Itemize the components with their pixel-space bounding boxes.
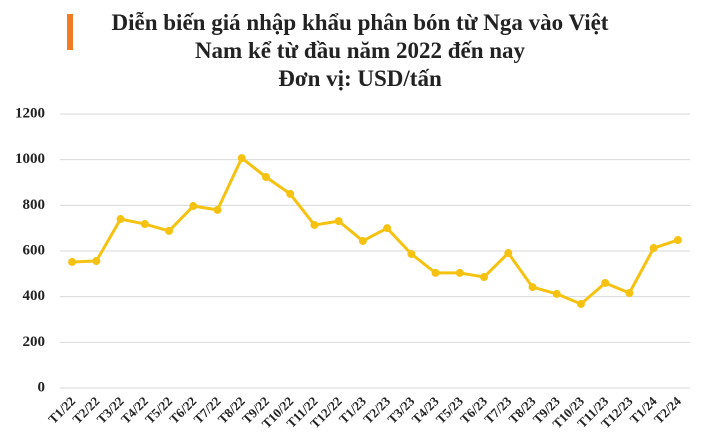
- x-tick-label: T5/23: [433, 393, 466, 426]
- data-point: [552, 289, 561, 298]
- data-point: [383, 224, 392, 233]
- data-point: [407, 249, 416, 258]
- chart-title: Diễn biến giá nhập khẩu phân bón từ Nga …: [112, 10, 609, 35]
- data-point: [480, 273, 489, 282]
- x-tick-label: T3/22: [94, 394, 127, 427]
- y-tick-label: 600: [23, 242, 46, 258]
- data-point: [504, 249, 513, 258]
- title-accent: [67, 14, 73, 50]
- x-tick-label: T6/22: [166, 394, 199, 427]
- data-point: [261, 173, 270, 182]
- y-tick-label: 400: [23, 288, 46, 304]
- data-point: [165, 226, 174, 235]
- data-point: [286, 189, 295, 198]
- data-point: [68, 257, 77, 266]
- data-point: [189, 202, 198, 211]
- data-line: [72, 156, 679, 306]
- x-tick-label: T1/22: [45, 394, 78, 427]
- y-tick-label: 1000: [15, 151, 45, 167]
- data-point: [358, 236, 367, 245]
- chart-title: Nam kể từ đầu năm 2022 đến nay: [195, 38, 526, 63]
- x-tick-label: T2/22: [69, 394, 102, 427]
- data-point: [601, 278, 610, 287]
- x-tick-label: T6/23: [457, 393, 490, 426]
- x-tick-label: T1/23: [336, 393, 369, 426]
- y-tick-label: 200: [23, 334, 46, 350]
- data-point: [237, 154, 246, 163]
- x-tick-label: T2/24: [651, 393, 684, 426]
- y-tick-label: 0: [38, 379, 46, 395]
- data-point: [455, 268, 464, 277]
- x-tick-label: T4/22: [118, 394, 151, 427]
- x-tick-label: T7/23: [481, 393, 514, 426]
- data-point: [431, 268, 440, 277]
- x-tick-label: T8/22: [215, 394, 248, 427]
- data-point: [673, 236, 682, 245]
- data-point: [116, 215, 125, 224]
- y-tick-label: 800: [23, 197, 46, 213]
- x-tick-label: T7/22: [191, 394, 224, 427]
- data-point: [334, 217, 343, 226]
- data-point: [92, 257, 101, 266]
- x-tick-label: T2/23: [360, 393, 393, 426]
- data-point: [528, 283, 537, 292]
- chart-subtitle: Đơn vị: USD/tấn: [278, 66, 442, 91]
- data-point: [140, 220, 149, 229]
- data-point: [649, 244, 658, 253]
- data-point: [576, 299, 585, 308]
- x-tick-label: T5/22: [142, 394, 175, 427]
- y-tick-label: 1200: [15, 105, 45, 121]
- data-point: [310, 220, 319, 229]
- data-point: [625, 289, 634, 298]
- data-point: [213, 205, 222, 214]
